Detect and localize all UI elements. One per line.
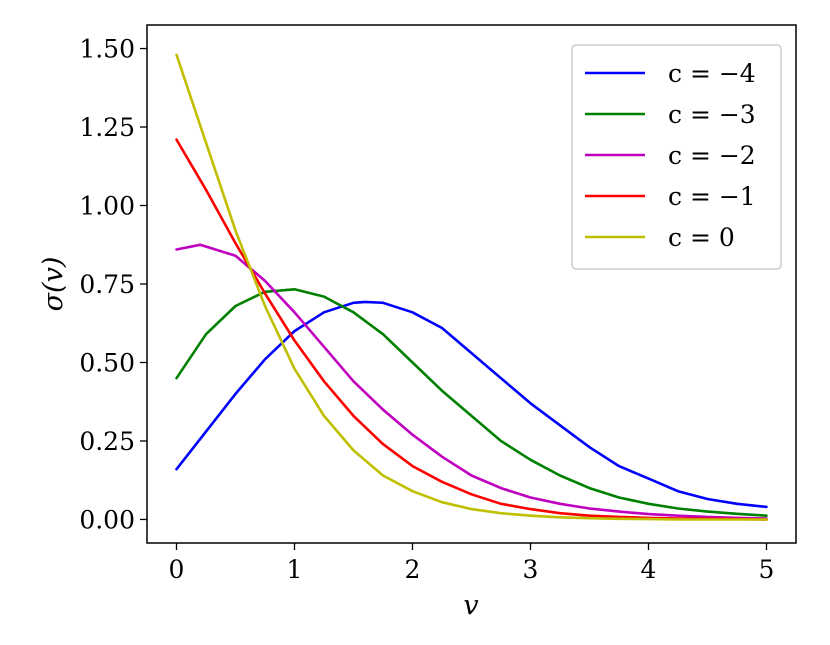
x-axis-label: v [463,590,478,621]
y-tick-label: 1.25 [79,113,135,142]
y-tick-label: 1.50 [79,35,135,64]
x-axis: 0 1 2 3 4 5 [169,543,775,584]
legend-box [571,44,782,270]
y-tick-label: 0.25 [79,427,135,456]
y-tick-label: 0.00 [79,505,135,534]
plot-lines [175,53,768,521]
legend-label-2: c = −2 [668,141,756,170]
x-tick-label: 5 [759,555,775,584]
legend-label-1: c = −3 [668,100,756,129]
x-tick-label: 3 [523,555,539,584]
y-axis: 0.00 0.25 0.50 0.75 1.00 1.25 1.50 [79,35,147,534]
legend-label-3: c = −1 [668,182,756,211]
y-axis-label: σ(v) [38,257,69,312]
legend-label-0: c = −4 [668,59,756,88]
x-tick-label: 1 [287,555,303,584]
series-line-4 [175,53,768,521]
legend-label-4: c = 0 [668,223,735,252]
y-tick-label: 1.00 [79,192,135,221]
series-line-1 [175,288,768,517]
x-tick-label: 2 [405,555,421,584]
series-line-0 [175,300,768,509]
x-tick-label: 4 [641,555,657,584]
y-tick-label: 0.50 [79,348,135,377]
series-line-2 [175,243,768,520]
x-tick-label: 0 [169,555,185,584]
y-tick-label: 0.75 [79,270,135,299]
legend: c = −4 c = −3 c = −2 c = −1 c = 0 [571,44,782,270]
